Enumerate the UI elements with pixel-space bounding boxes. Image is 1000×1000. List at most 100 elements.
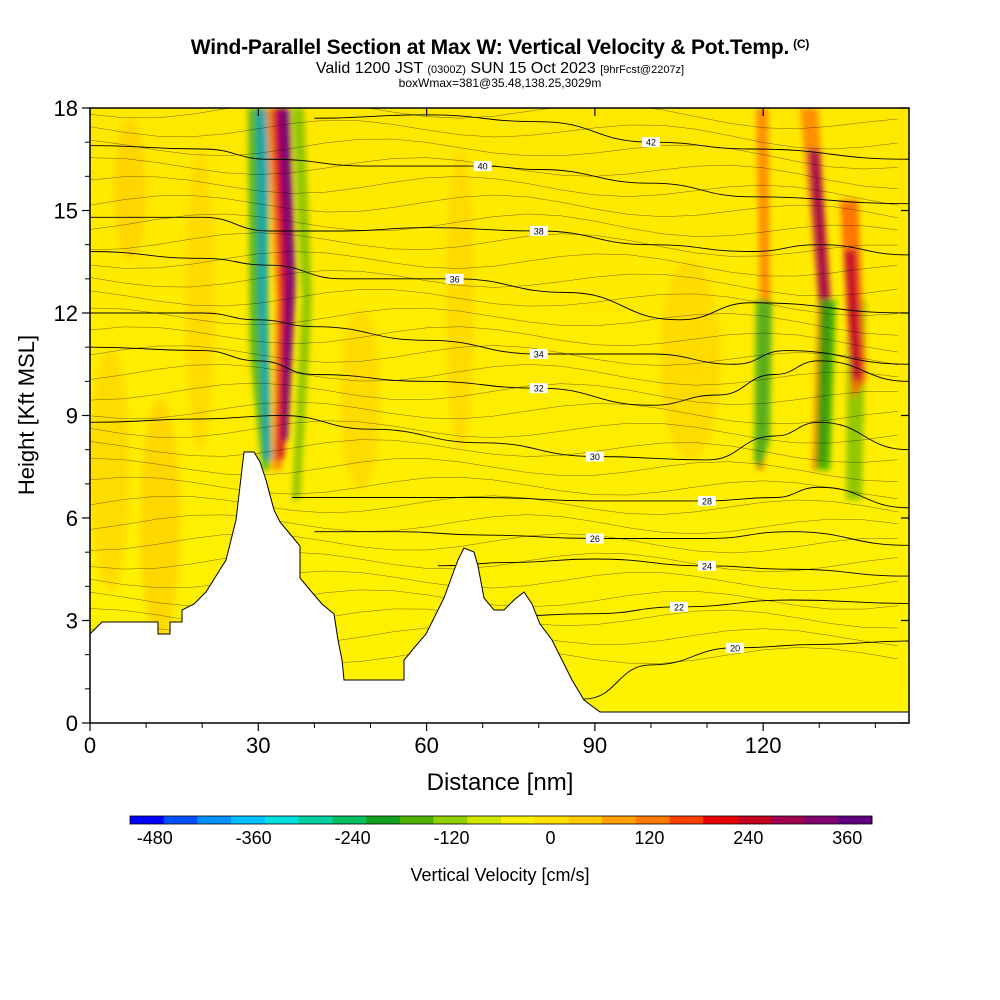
colorbar-swatch-12 [534,816,569,824]
isentrope-minor-24 [90,194,898,219]
copyright-mark: (C) [793,37,810,51]
isentrope-label-42: 42 [646,138,656,148]
isentrope-42 [314,114,909,160]
chart-subtitle: Valid 1200 JST (0300Z) SUN 15 Oct 2023 [… [315,60,685,77]
isentrope-label-bg-28 [698,495,717,506]
isentrope-36 [90,251,909,321]
colorbar-swatch-1 [163,816,198,824]
isentrope-minor-16 [90,345,898,366]
isentrope-label-bg-34 [529,349,548,359]
isentrope-24 [437,558,909,577]
colorbar-swatch-19 [770,816,806,824]
isentrope-minor-8 [90,495,898,515]
colorbar-swatch-14 [602,816,637,824]
colorbar-tick--360: -360 [236,828,272,848]
isentrope-label-34: 34 [534,350,544,360]
isentrope-minor-28 [90,119,898,150]
velocity-blob-6 [114,120,146,260]
isentrope-label-bg-22 [670,601,689,612]
colorbar-frame [129,815,873,825]
isentrope-minor-21 [90,251,898,277]
isentrope-label-32: 32 [534,384,544,394]
isentrope-label-40: 40 [478,162,488,172]
colorbar-swatch-4 [264,816,300,824]
colorbar-swatch-7 [366,816,401,824]
isentrope-28 [291,486,909,509]
x-tick-label-120: 120 [745,733,782,758]
y-tick-label-9: 9 [66,404,78,429]
isentrope-label-bg-26 [585,533,604,544]
colorbar-swatch-13 [568,816,603,824]
colorbar-swatch-2 [197,816,232,824]
isentrope-minor-9 [90,476,898,500]
colorbar-tick-0: 0 [545,828,555,848]
colorbar-tick--240: -240 [335,828,371,848]
colorbar-swatch-15 [635,816,671,824]
colorbar-swatch-3 [231,816,266,824]
isentrope-minor-14 [90,382,898,405]
y-axis-label: Height [Kft MSL] [14,335,39,495]
colorbar-swatch-20 [804,816,839,824]
colorbar-swatch-11 [501,816,536,824]
isentrope-minor-19 [90,289,898,316]
colorbar-swatch-21 [838,816,873,824]
colorbar-swatch-16 [669,816,704,824]
isentrope-label-24: 24 [702,561,712,571]
isentrope-34 [90,312,909,365]
colorbar-swatch-6 [332,816,367,824]
isentrope-label-bg-24 [698,560,717,571]
isentrope-label-36: 36 [450,274,460,284]
colorbar: -480 -360 -240 -120 0 120 240 360 [129,815,873,848]
isentrope-minor-20 [90,270,898,297]
isentrope-minor-15 [90,364,898,386]
velocity-blob-2 [186,150,214,450]
isentrope-label-bg-30 [585,451,604,462]
isentrope-minor-22 [90,232,898,257]
isentrope-minor-10 [90,457,898,482]
colorbar-label: Vertical Velocity [cm/s] [410,865,589,885]
velocity-band-10 [816,300,836,470]
isentrope-30 [90,415,909,461]
velocity-blob-1 [140,400,180,640]
isentrope-label-22: 22 [674,602,684,612]
colorbar-swatch-17 [703,816,738,824]
y-tick-label-3: 3 [66,609,78,634]
isentrope-minor-7 [90,514,898,535]
colorbar-tick-240: 240 [733,828,763,848]
velocity-blob-0 [90,350,130,590]
isentrope-label-bg-32 [529,383,548,394]
x-axis-label: Distance [nm] [427,769,574,796]
plot-area: 20 22 24 26 28 30 32 34 36 38 40 42 [89,107,910,724]
box-info-line: boxWmax=381@35.48,138.25,3029m [398,76,602,90]
y-tick-label-15: 15 [54,199,78,224]
isentrope-label-38: 38 [534,227,544,237]
y-tick-label-12: 12 [54,301,78,326]
isentrope-minor-25 [90,176,898,206]
colorbar-swatch-18 [737,816,772,824]
isentrope-minor-11 [90,439,898,463]
isentrope-minor-17 [90,326,898,353]
y-tick-label-6: 6 [66,506,78,531]
colorbar-tick-360: 360 [832,828,862,848]
isentrope-minor-23 [90,213,898,237]
colorbar-tick--120: -120 [434,828,470,848]
colorbar-swatch-9 [433,816,468,824]
x-tick-label-90: 90 [583,733,607,758]
isentrope-minor-12 [90,420,898,444]
chart-title: Wind-Parallel Section at Max W: Vertical… [190,36,810,59]
colorbar-swatch-8 [399,816,435,824]
velocity-blob-3 [340,310,380,490]
x-tick-label-0: 0 [84,733,96,758]
x-tick-label-60: 60 [414,733,438,758]
colorbar-swatch-10 [467,816,502,824]
isentrope-38 [90,216,909,256]
isentrope-label-30: 30 [590,452,600,462]
isentrope-label-20: 20 [730,643,740,653]
isentrope-minor-18 [90,307,898,336]
colorbar-tick-120: 120 [634,828,664,848]
colorbar-swatch-5 [298,816,333,824]
isentrope-label-bg-42 [641,137,660,148]
velocity-blob-4 [446,150,474,450]
isentrope-minor-27 [90,138,898,170]
